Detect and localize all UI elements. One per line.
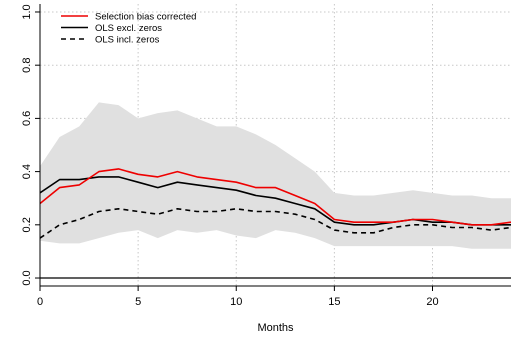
confidence-band <box>40 102 511 249</box>
x-tick-label: 10 <box>230 296 242 308</box>
series-line-1 <box>40 168 511 226</box>
legend-label-2: OLS excl. zeros <box>95 23 162 34</box>
y-tick-label: 0.6 <box>21 111 33 126</box>
x-tick-label: 20 <box>426 296 438 308</box>
y-tick-label: 0.0 <box>21 270 33 285</box>
series-lines <box>40 168 511 239</box>
x-tick-label: 15 <box>328 296 340 308</box>
x-tick-label: 0 <box>37 296 43 308</box>
x-tick-label: 5 <box>135 296 141 308</box>
series-line-3 <box>40 208 511 239</box>
confidence-band-area <box>40 102 511 249</box>
series-line-2 <box>40 176 511 226</box>
tick-labels: 0 5 10 15 20 0.0 0.2 0.4 0.6 0.8 1.0 <box>21 4 439 308</box>
legend-label-3: OLS incl. zeros <box>95 35 160 46</box>
y-tick-label: 0.8 <box>21 58 33 73</box>
x-axis-label: Months <box>257 322 294 334</box>
y-tick-label: 1.0 <box>21 4 33 19</box>
y-tick-label: 0.4 <box>21 164 33 179</box>
y-tick-label: 0.2 <box>21 217 33 232</box>
legend-label-1: Selection bias corrected <box>95 12 196 23</box>
